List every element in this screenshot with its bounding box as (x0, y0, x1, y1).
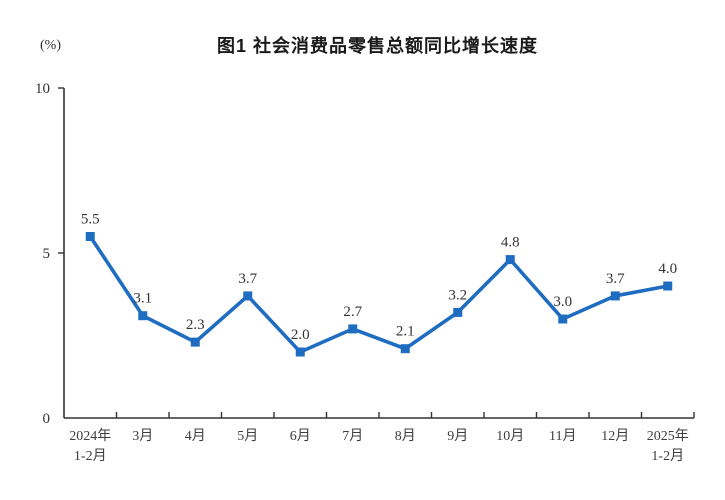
x-axis-label: 10月 (496, 428, 524, 444)
y-axis-tick-label: 5 (43, 246, 51, 262)
data-point-marker (610, 291, 620, 301)
data-point-marker (505, 255, 515, 265)
data-point-marker (138, 311, 148, 321)
data-point-label: 4.0 (658, 261, 677, 277)
data-point-label: 3.7 (606, 271, 625, 287)
x-axis-label: 6月 (290, 428, 311, 444)
data-point-marker (453, 307, 463, 317)
data-point-marker (243, 291, 253, 301)
data-point-label: 3.0 (553, 294, 572, 310)
data-point-marker (558, 314, 568, 324)
y-axis-unit-label: (%) (40, 38, 61, 53)
data-line (88, 235, 669, 355)
data-point-marker (295, 347, 305, 357)
y-axis-tick-label: 10 (35, 81, 50, 97)
x-axis-label: 5月 (237, 428, 258, 444)
x-axis-label: 1-2月 (74, 448, 107, 464)
x-axis-label: 1-2月 (651, 448, 684, 464)
data-point-marker (85, 232, 95, 241)
x-axis-label: 2024年 (69, 428, 111, 444)
data-point-label: 2.1 (396, 324, 415, 340)
data-point-marker (190, 337, 200, 347)
x-axis-label: 9月 (447, 428, 468, 444)
data-point-marker (400, 344, 410, 354)
x-axis-label: 7月 (342, 428, 363, 444)
x-axis-label: 4月 (185, 428, 206, 444)
data-point-marker (663, 281, 673, 291)
data-point-marker (348, 324, 358, 334)
x-axis-label: 2025年 (647, 428, 689, 444)
data-point-label: 2.0 (291, 327, 310, 343)
x-axis-label: 3月 (132, 428, 153, 444)
chart-title: 图1 社会消费品零售总额同比增长速度 (216, 36, 538, 56)
x-axis-label: 11月 (549, 428, 576, 444)
data-point-label: 2.7 (343, 304, 362, 320)
data-point-label: 2.3 (186, 317, 205, 333)
data-point-label: 5.5 (81, 212, 100, 228)
x-axis-label: 12月 (601, 428, 629, 444)
data-point-label: 4.8 (501, 235, 520, 251)
x-axis-label: 8月 (395, 428, 416, 444)
data-point-label: 3.1 (133, 291, 152, 307)
data-point-label: 3.7 (238, 271, 257, 287)
data-point-label: 3.2 (448, 287, 467, 303)
y-axis-tick-label: 0 (43, 411, 51, 427)
